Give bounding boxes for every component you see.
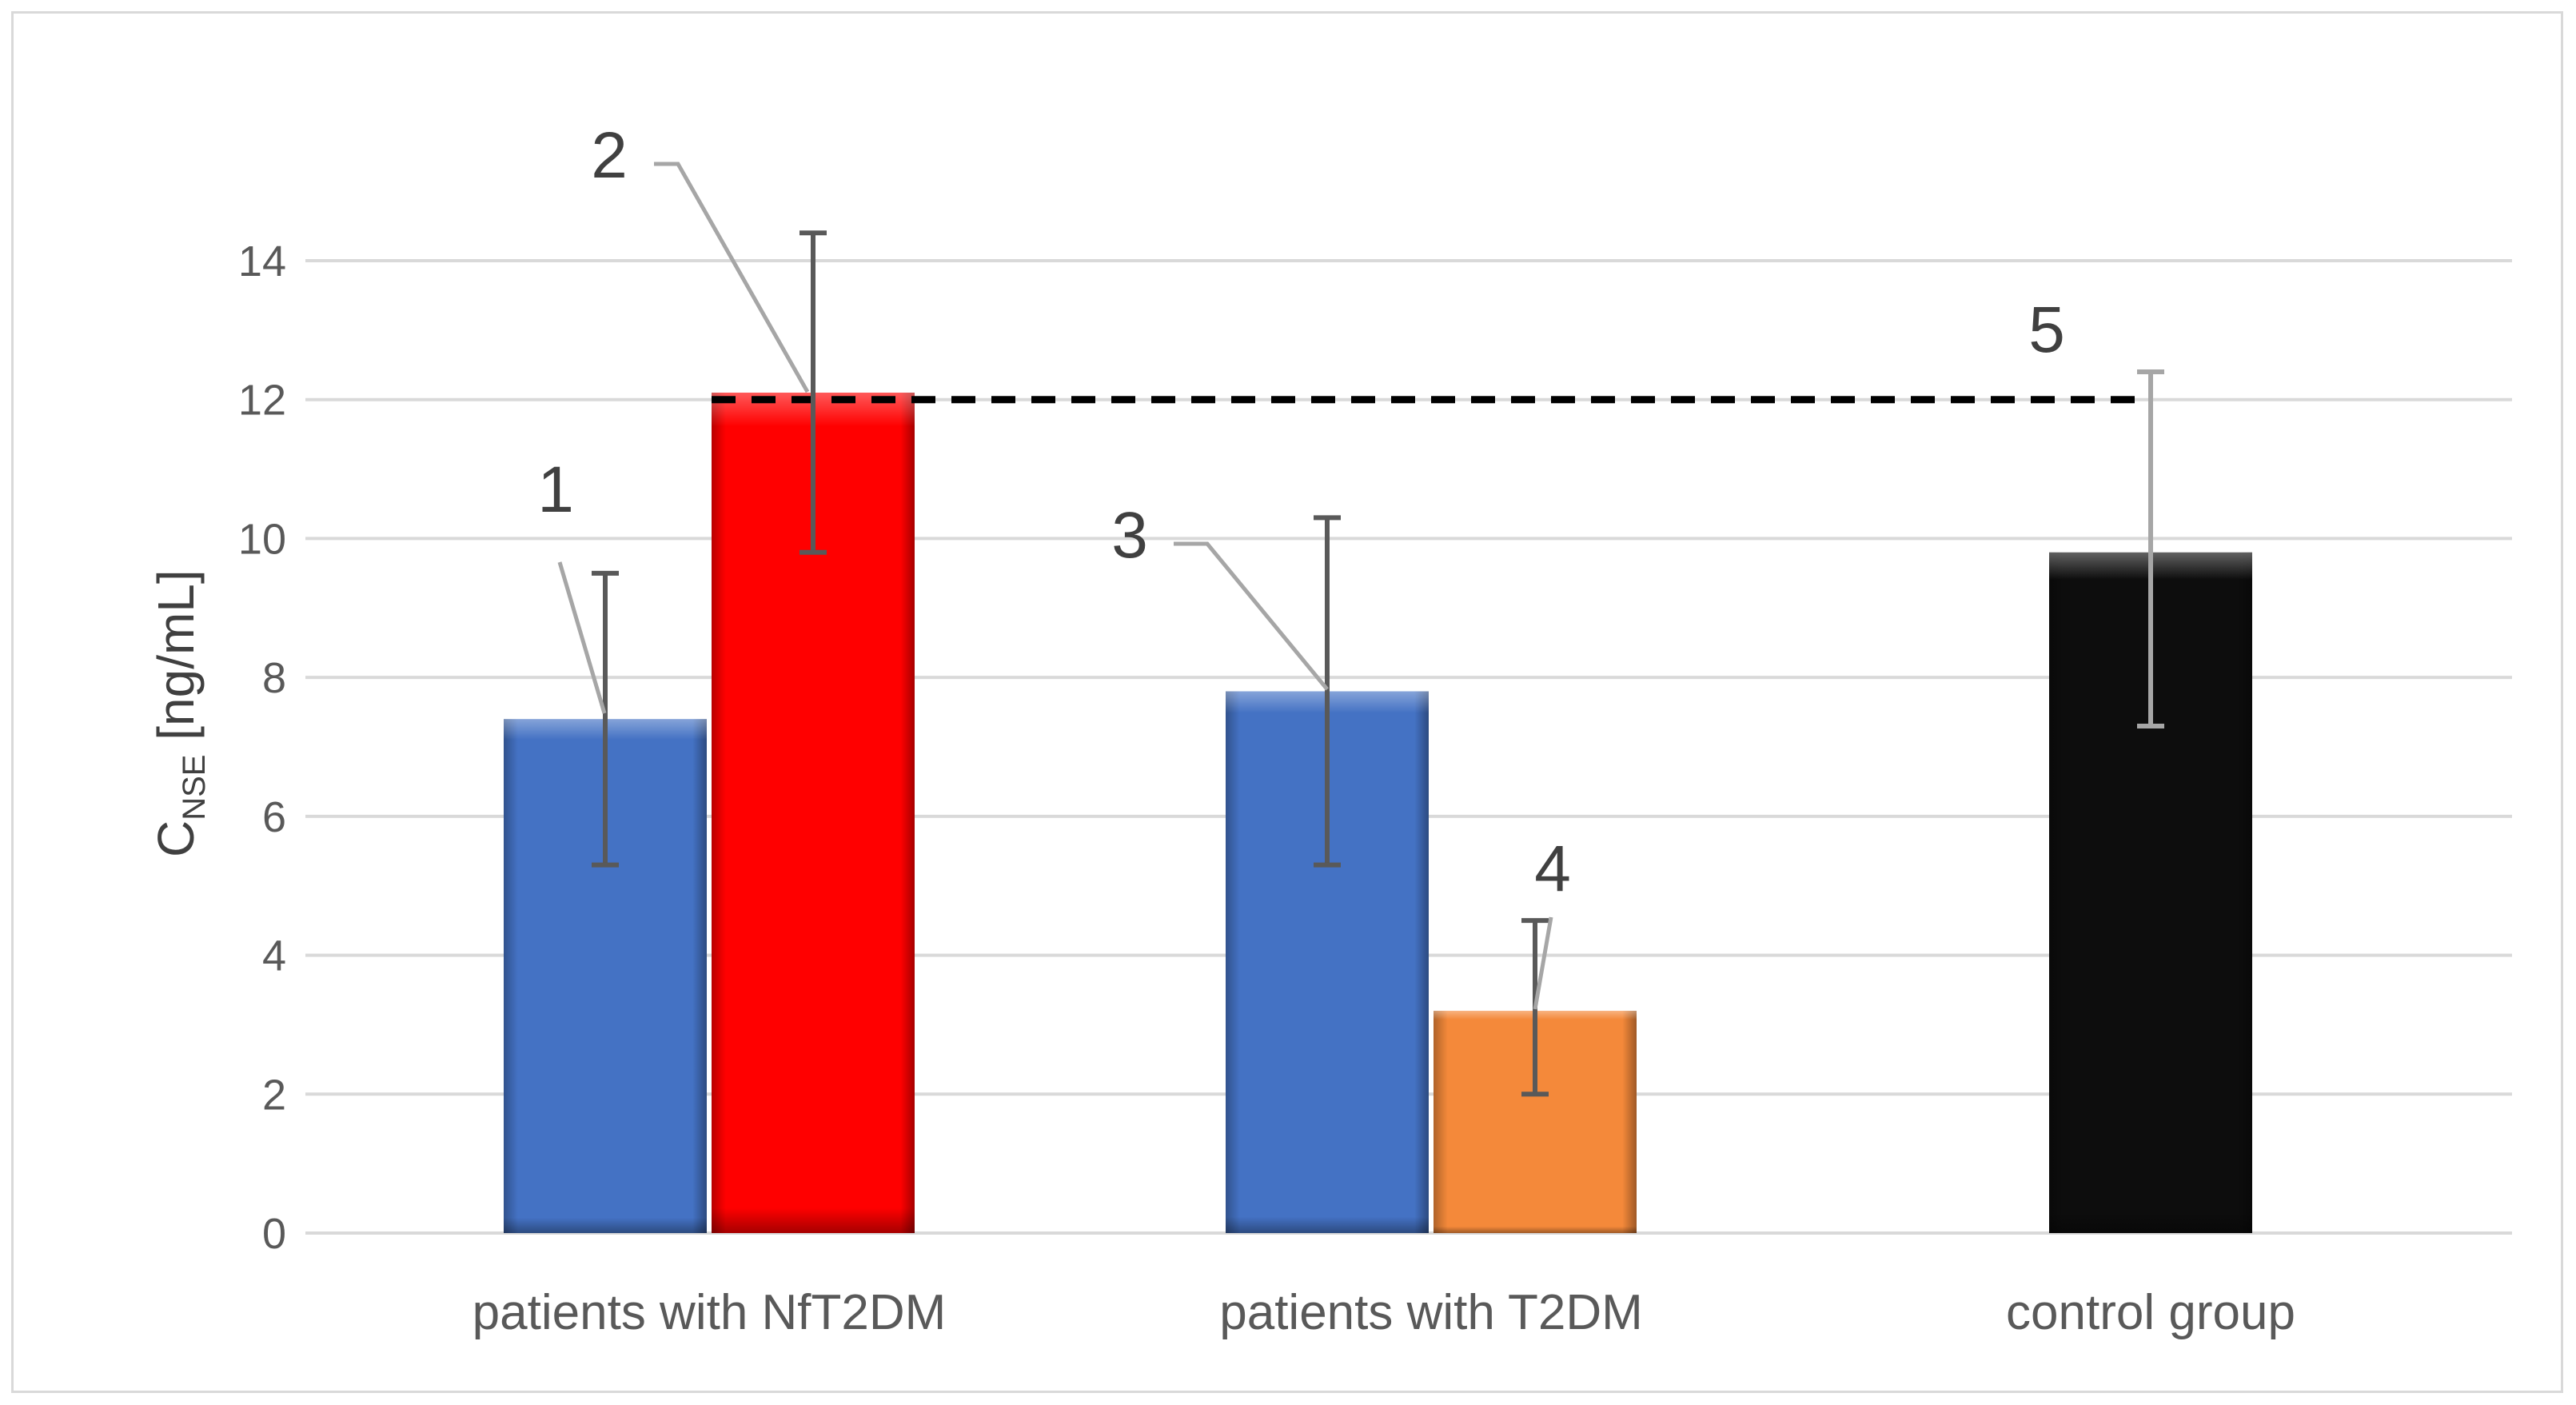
y-tick-label-4: 4 xyxy=(262,932,286,980)
callout-leader-2 xyxy=(654,162,810,393)
error-bar-2 xyxy=(800,230,827,555)
callout-leader-3 xyxy=(1174,541,1329,691)
y-tick-label-14: 14 xyxy=(238,237,286,285)
callout-label-2: 2 xyxy=(591,119,628,192)
callout-label-5: 5 xyxy=(2028,293,2065,366)
callout-4: 4 xyxy=(1533,832,1571,1010)
x-category-label-2: patients with T2DM xyxy=(1219,1285,1643,1340)
callout-label-1: 1 xyxy=(537,453,574,526)
callout-2: 2 xyxy=(591,119,810,393)
y-axis-title: CNSE [ng/mL] xyxy=(147,569,212,857)
error-bar-5 xyxy=(2137,369,2164,728)
error-bar-3 xyxy=(1314,515,1341,868)
y-tick-label-8: 8 xyxy=(262,654,286,702)
callout-3: 3 xyxy=(1111,499,1329,691)
callout-label-3: 3 xyxy=(1111,499,1148,572)
callout-label-4: 4 xyxy=(1534,832,1571,905)
callout-1: 1 xyxy=(537,453,607,714)
callout-leader-4 xyxy=(1533,916,1553,1010)
x-category-label-1: patients with NfT2DM xyxy=(473,1285,947,1340)
bar-3 xyxy=(1226,691,1429,1233)
y-tick-label-12: 12 xyxy=(238,377,286,425)
error-bars xyxy=(592,230,2164,1097)
bars xyxy=(504,393,2252,1233)
x-category-label-3: control group xyxy=(2006,1285,2295,1340)
error-bar-1 xyxy=(592,570,619,868)
y-tick-label-0: 0 xyxy=(262,1210,286,1258)
y-tick-label-10: 10 xyxy=(238,515,286,563)
callout-leader-1 xyxy=(557,561,607,714)
callouts: 1 2 3 4 5 xyxy=(537,119,2065,1010)
callout-5: 5 xyxy=(2028,293,2065,366)
y-tick-label-2: 2 xyxy=(262,1071,286,1119)
y-tick-label-6: 6 xyxy=(262,793,286,841)
bar-2 xyxy=(712,393,915,1233)
